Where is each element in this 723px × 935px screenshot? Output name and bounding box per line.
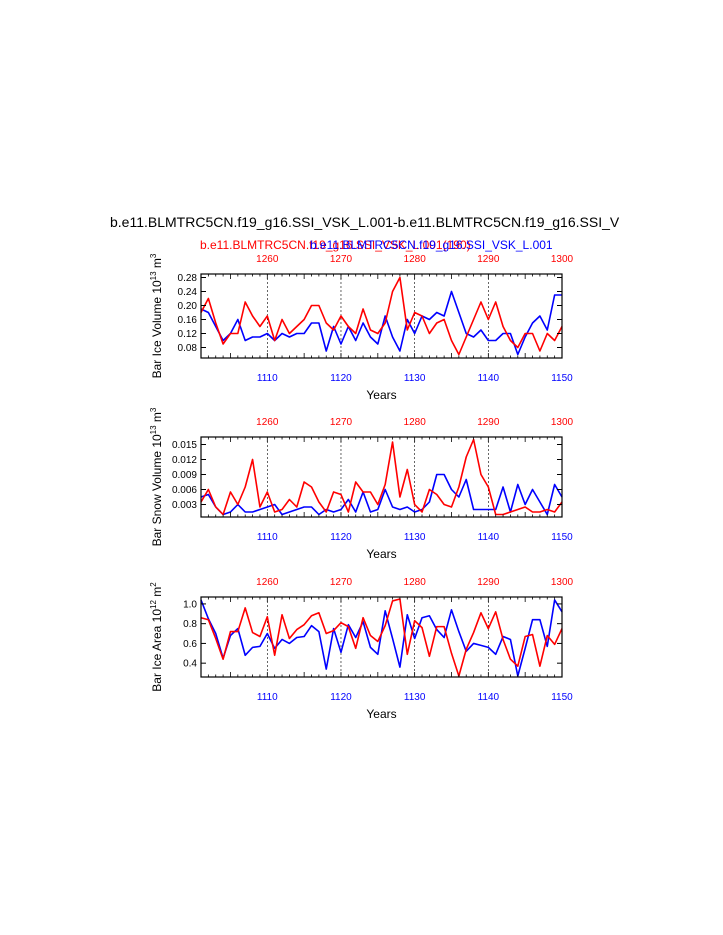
x-axis-label: Years — [366, 707, 396, 721]
legend-red-name: b.e11.BLMTRC5CN.f19_g16.SSI_VSK_L.001 — [200, 238, 443, 252]
xtick-label-bottom: 1120 — [330, 532, 352, 543]
y-axis-label-part: 3 — [149, 407, 158, 412]
ytick-label: 0.003 — [172, 500, 197, 511]
xtick-label-top: 1290 — [477, 417, 500, 428]
main-title: b.e11.BLMTRC5CN.f19_g16.SSI_VSK_L.001-b.… — [110, 214, 620, 230]
xtick-label-top: 1300 — [551, 417, 574, 428]
xtick-label-top: 1270 — [330, 417, 353, 428]
xtick-label-top: 1300 — [551, 254, 574, 265]
ytick-label: 0.12 — [178, 329, 198, 340]
y-axis-label-part: m — [150, 412, 164, 425]
ytick-label: 0.6 — [183, 639, 197, 650]
plot-frame — [200, 273, 563, 359]
xtick-label-top: 1290 — [477, 254, 500, 265]
ytick-label: 0.08 — [178, 343, 198, 354]
y-axis-label-part: 2 — [149, 582, 158, 587]
panels: 0.28 0.24 0.20 0.16 0.12 0.08 1110 1120 1130 1140… — [149, 253, 574, 721]
y-axis-label-part: Bar Snow Volume 10 — [150, 434, 164, 546]
series-line-red — [200, 438, 563, 516]
xtick-label-top: 1280 — [404, 254, 427, 265]
xtick-label-bottom: 1120 — [330, 373, 352, 384]
xtick-label-top: 1290 — [477, 577, 500, 588]
ytick-label: 0.28 — [178, 273, 198, 284]
ytick-label: 1.0 — [183, 599, 197, 610]
chart-panel-1: 0.28 0.24 0.20 0.16 0.12 0.08 1110 1120 1130 1140… — [149, 253, 574, 402]
xtick-label-bottom: 1120 — [330, 692, 352, 703]
xtick-label-top: 1280 — [404, 577, 427, 588]
ytick-label: 0.012 — [172, 455, 197, 466]
xtick-label-bottom: 1110 — [257, 692, 278, 703]
xtick-label-top: 1270 — [330, 254, 353, 265]
ytick-label: 0.006 — [172, 485, 197, 496]
xtick-label-top: 1260 — [256, 254, 279, 265]
y-axis-label-part: Bar Ice Volume 10 — [150, 280, 164, 378]
series-line-blue — [200, 290, 562, 356]
y-axis-label-part: Bar Ice Area 10 — [150, 609, 164, 692]
xtick-label-top: 1300 — [551, 577, 574, 588]
y-axis-label-part: m — [150, 587, 164, 600]
xtick-label-top: 1260 — [256, 577, 279, 588]
xtick-label-bottom: 1130 — [404, 373, 426, 384]
ytick-label: 0.8 — [183, 619, 197, 630]
xtick-label-top: 1260 — [256, 417, 279, 428]
x-axis-label: Years — [366, 388, 396, 402]
xtick-label-bottom: 1130 — [404, 692, 426, 703]
y-axis-label-part: 3 — [149, 253, 158, 258]
xtick-label-bottom: 1140 — [478, 692, 500, 703]
y-axis-label-part: 13 — [149, 271, 158, 280]
y-axis-label: Bar Ice Area 1012 m2 — [149, 582, 164, 692]
ytick-label: 0.015 — [172, 440, 197, 451]
xtick-label-bottom: 1150 — [551, 532, 573, 543]
xtick-label-bottom: 1130 — [404, 532, 426, 543]
series-line-red — [200, 598, 563, 677]
y-axis-label-part: 13 — [149, 425, 158, 434]
y-axis-label: Bar Snow Volume 1013 m3 — [149, 407, 164, 546]
xtick-label-bottom: 1140 — [478, 532, 500, 543]
x-axis-label: Years — [366, 547, 396, 561]
series-line-blue — [200, 599, 563, 677]
legend-blue: b.e11.BLMTRC5CN.f19_g16.SSI_VSK_L.001 — [310, 238, 553, 252]
ytick-label: 0.20 — [178, 301, 198, 312]
xtick-label-bottom: 1110 — [257, 532, 278, 543]
ytick-label: 0.4 — [183, 659, 197, 670]
chart-panel-3: 1.0 0.8 0.6 0.4 1110 1120 1130 1140 1150 1260 1270… — [149, 577, 574, 721]
series-line-blue — [200, 473, 563, 516]
xtick-label-bottom: 1110 — [257, 373, 278, 384]
xtick-label-top: 1280 — [404, 417, 427, 428]
ytick-label: 0.009 — [172, 470, 197, 481]
xtick-label-bottom: 1150 — [551, 373, 573, 384]
legend-red: b.e11.BLMTRC5CN.f19_g16.SSI_VSK_L.001(19… — [200, 238, 471, 252]
plot-frame — [200, 436, 563, 518]
xtick-label-top: 1270 — [330, 577, 353, 588]
xtick-label-bottom: 1150 — [551, 692, 573, 703]
y-axis-label-part: m — [150, 258, 164, 271]
y-axis-label-part: 12 — [149, 600, 158, 609]
ytick-label: 0.24 — [178, 287, 198, 298]
legend-red-suffix: (190) — [443, 238, 471, 252]
series-line-red — [200, 276, 563, 356]
y-axis-label: Bar Ice Volume 1013 m3 — [149, 253, 164, 378]
chart-panel-2: 0.015 0.012 0.009 0.006 0.003 1110 1120 1130 114… — [149, 407, 574, 561]
ytick-label: 0.16 — [178, 315, 198, 326]
xtick-label-bottom: 1140 — [478, 373, 500, 384]
plot-frame — [200, 596, 563, 678]
